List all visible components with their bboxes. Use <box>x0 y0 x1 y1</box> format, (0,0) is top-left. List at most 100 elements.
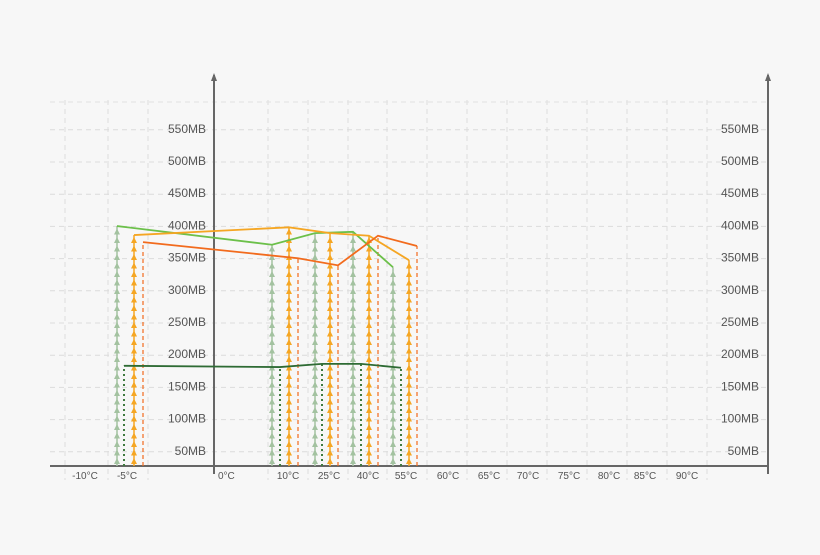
arrow-marker-icon <box>406 398 412 405</box>
arrow-marker-icon <box>366 356 372 362</box>
arrow-marker-icon <box>327 373 333 379</box>
arrow-marker-icon <box>131 237 137 243</box>
y-tick-label-left: 300MB <box>168 283 206 297</box>
arrow-marker-icon <box>114 364 120 371</box>
left-axis-arrow-icon <box>211 73 217 81</box>
arrow-marker-icon <box>131 330 137 337</box>
arrow-marker-icon <box>286 458 292 464</box>
arrow-marker-icon <box>366 432 372 439</box>
arrow-marker-icon <box>131 279 137 286</box>
arrow-marker-icon <box>131 458 137 464</box>
arrow-marker-icon <box>327 262 333 269</box>
arrow-marker-icon <box>131 432 137 439</box>
arrow-marker-icon <box>366 398 372 405</box>
arrow-marker-icon <box>327 381 333 388</box>
arrow-marker-icon <box>114 424 120 430</box>
arrow-marker-icon <box>350 254 356 260</box>
arrow-marker-icon <box>366 449 372 456</box>
arrow-marker-icon <box>286 279 292 286</box>
arrow-marker-icon <box>350 339 356 345</box>
arrow-marker-icon <box>327 237 333 243</box>
arrow-marker-icon <box>406 322 412 328</box>
arrow-marker-icon <box>312 237 318 243</box>
arrow-marker-icon <box>131 407 137 413</box>
arrow-marker-icon <box>312 330 318 337</box>
arrow-marker-icon <box>327 322 333 328</box>
arrow-marker-icon <box>286 330 292 337</box>
y-tick-label-right: 300MB <box>721 283 759 297</box>
arrow-marker-icon <box>350 390 356 396</box>
arrow-marker-icon <box>366 424 372 430</box>
arrow-marker-icon <box>406 288 412 294</box>
y-tick-label-right: 400MB <box>721 218 759 232</box>
arrow-marker-icon <box>269 449 275 456</box>
arrow-marker-icon <box>366 245 372 252</box>
arrow-marker-icon <box>131 262 137 269</box>
arrow-marker-icon <box>366 262 372 269</box>
y-tick-label-right: 100MB <box>721 412 759 426</box>
arrow-marker-icon <box>114 228 120 235</box>
arrow-marker-icon <box>390 458 396 464</box>
arrow-marker-icon <box>269 271 275 277</box>
arrow-marker-icon <box>286 347 292 354</box>
y-tick-label-left: 150MB <box>168 379 206 393</box>
series-line-series-red-orange <box>142 234 418 267</box>
arrow-marker-icon <box>406 432 412 439</box>
arrow-marker-icon <box>286 449 292 456</box>
arrow-marker-icon <box>350 449 356 456</box>
arrow-marker-icon <box>390 313 396 320</box>
arrow-marker-icon <box>114 237 120 243</box>
arrow-marker-icon <box>327 245 333 252</box>
arrow-marker-icon <box>131 254 137 260</box>
arrow-marker-icon <box>390 441 396 447</box>
arrow-marker-icon <box>327 449 333 456</box>
arrow-marker-icon <box>366 271 372 277</box>
arrow-marker-icon <box>114 322 120 328</box>
arrow-marker-icon <box>312 271 318 277</box>
arrow-marker-icon <box>269 262 275 269</box>
arrow-marker-icon <box>269 356 275 362</box>
arrow-marker-icon <box>390 432 396 439</box>
x-tick-label: 40°C <box>357 471 379 482</box>
arrow-marker-icon <box>114 449 120 456</box>
arrow-marker-icon <box>350 322 356 328</box>
arrow-marker-icon <box>312 424 318 430</box>
arrow-marker-icon <box>286 356 292 362</box>
arrow-marker-icon <box>366 364 372 371</box>
arrow-marker-icon <box>327 305 333 311</box>
arrow-marker-icon <box>312 245 318 252</box>
x-tick-label: -10°C <box>72 471 98 482</box>
arrow-marker-icon <box>327 288 333 294</box>
arrow-marker-icon <box>131 305 137 311</box>
arrow-marker-icon <box>114 330 120 337</box>
arrow-marker-icon <box>390 390 396 396</box>
arrow-marker-icon <box>312 254 318 260</box>
arrow-marker-icon <box>366 458 372 464</box>
arrow-marker-icon <box>286 245 292 252</box>
arrow-marker-icon <box>286 432 292 439</box>
series-line-series-orange <box>133 226 410 261</box>
arrow-marker-icon <box>327 424 333 430</box>
arrow-marker-icon <box>390 373 396 379</box>
arrow-marker-icon <box>366 381 372 388</box>
arrow-marker-icon <box>312 296 318 303</box>
y-tick-label-left: 250MB <box>168 315 206 329</box>
arrow-marker-icon <box>312 381 318 388</box>
arrow-marker-icon <box>114 296 120 303</box>
y-tick-label-right: 350MB <box>721 251 759 265</box>
x-tick-label: 65°C <box>478 471 500 482</box>
arrow-marker-icon <box>312 407 318 413</box>
arrow-marker-icon <box>366 279 372 286</box>
arrow-marker-icon <box>366 390 372 396</box>
arrow-marker-icon <box>390 424 396 430</box>
arrow-marker-icon <box>312 415 318 422</box>
arrow-marker-icon <box>350 245 356 252</box>
y-tick-label-right: 50MB <box>728 444 759 458</box>
arrow-marker-icon <box>286 373 292 379</box>
arrow-marker-icon <box>269 288 275 294</box>
series-line-series-dark-green <box>123 362 402 369</box>
x-tick-label: 25°C <box>318 471 340 482</box>
arrow-marker-icon <box>286 305 292 311</box>
y-tick-label-left: 400MB <box>168 218 206 232</box>
